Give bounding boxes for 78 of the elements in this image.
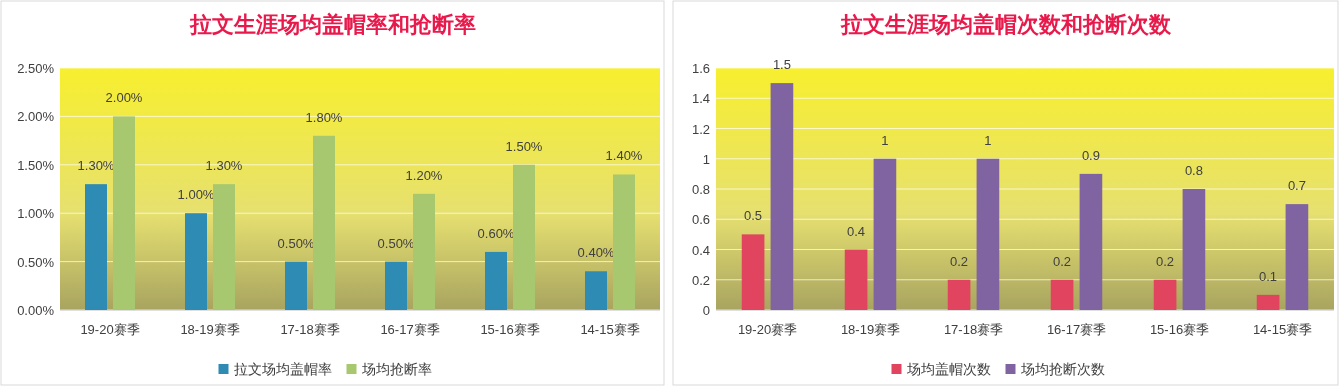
data-label: 1.30% [205, 158, 243, 174]
bar [770, 83, 794, 310]
chart-title: 拉文生涯场均盖帽次数和抢断次数 [839, 12, 1172, 37]
y-tick-label: 1.50% [17, 157, 55, 173]
x-tick-label: 18-19赛季 [840, 322, 901, 337]
bar [1153, 279, 1177, 310]
data-label: 0.40% [577, 245, 615, 261]
y-tick-label: 1.4 [691, 91, 710, 107]
x-tick-label: 14-15赛季 [580, 322, 640, 337]
y-tick-label: 0.2 [691, 272, 710, 288]
x-tick-label: 19-20赛季 [737, 322, 798, 337]
y-tick-label: 0.8 [691, 182, 710, 197]
bar [85, 184, 107, 310]
data-label: 0.2 [1156, 253, 1175, 269]
x-tick-label: 16-17赛季 [1046, 322, 1107, 337]
data-label: 1.20% [405, 167, 443, 183]
data-label: 1.00% [177, 187, 215, 203]
bar [873, 158, 897, 310]
bar [741, 234, 765, 310]
y-tick-label: 0.6 [691, 212, 710, 228]
legend-label: 场均盖帽次数 [905, 361, 991, 377]
bar [1079, 173, 1103, 310]
legend-label: 拉文场均盖帽率 [233, 361, 332, 377]
data-label: 1.30% [77, 158, 115, 174]
data-label: 0.2 [1053, 253, 1072, 269]
legend-label: 场均抢断次数 [1019, 361, 1105, 377]
bar [313, 135, 335, 310]
y-tick-label: 2.50% [17, 61, 55, 76]
y-tick-label: 1.6 [691, 61, 710, 76]
x-tick-label: 19-20赛季 [80, 322, 140, 337]
bar [385, 261, 407, 310]
bar [613, 174, 635, 310]
bar [844, 249, 868, 310]
y-tick-label: 1.00% [17, 206, 55, 222]
x-tick-label: 15-16赛季 [480, 322, 540, 337]
x-tick-label: 17-18赛季 [280, 322, 340, 337]
data-label: 0.50% [277, 235, 315, 251]
y-tick-label: 1.2 [691, 121, 710, 137]
x-tick-label: 15-16赛季 [1149, 322, 1210, 337]
data-label: 0.50% [377, 235, 415, 251]
data-label: 1.40% [605, 148, 643, 164]
y-tick-label: 0 [702, 303, 710, 318]
bar [947, 279, 971, 310]
y-tick-label: 0.4 [691, 242, 710, 258]
data-label: 0.7 [1287, 178, 1306, 194]
bar [1256, 294, 1280, 310]
bar [1285, 204, 1309, 310]
chart-title: 拉文生涯场均盖帽率和抢断率 [188, 12, 476, 37]
bar [976, 158, 1000, 310]
bar [513, 164, 535, 310]
legend-label: 场均抢断率 [360, 361, 432, 377]
data-label: 0.2 [950, 253, 969, 269]
y-tick-label: 0.00% [17, 303, 55, 318]
bar [185, 213, 207, 310]
bar [213, 184, 235, 310]
bar [585, 271, 607, 310]
x-tick-label: 16-17赛季 [380, 322, 440, 337]
y-tick-label: 2.00% [17, 109, 55, 125]
y-tick-label: 0.50% [17, 254, 55, 270]
bar [1182, 189, 1206, 310]
bar [413, 193, 435, 310]
data-label: 2.00% [105, 90, 143, 106]
bar [285, 261, 307, 310]
bar [485, 251, 507, 310]
data-label: 0.4 [847, 223, 866, 239]
data-label: 1.50% [505, 138, 543, 154]
x-tick-label: 14-15赛季 [1252, 322, 1313, 337]
data-label: 1 [984, 132, 992, 148]
bar [1050, 279, 1074, 310]
data-label: 0.9 [1081, 147, 1100, 163]
data-label: 0.8 [1184, 163, 1203, 178]
bar [113, 116, 135, 310]
x-tick-label: 18-19赛季 [180, 322, 240, 337]
data-label: 0.5 [744, 208, 763, 224]
data-label: 1 [881, 132, 889, 148]
x-tick-label: 17-18赛季 [943, 322, 1004, 337]
data-label: 0.60% [477, 225, 515, 241]
y-tick-label: 1 [702, 151, 710, 167]
